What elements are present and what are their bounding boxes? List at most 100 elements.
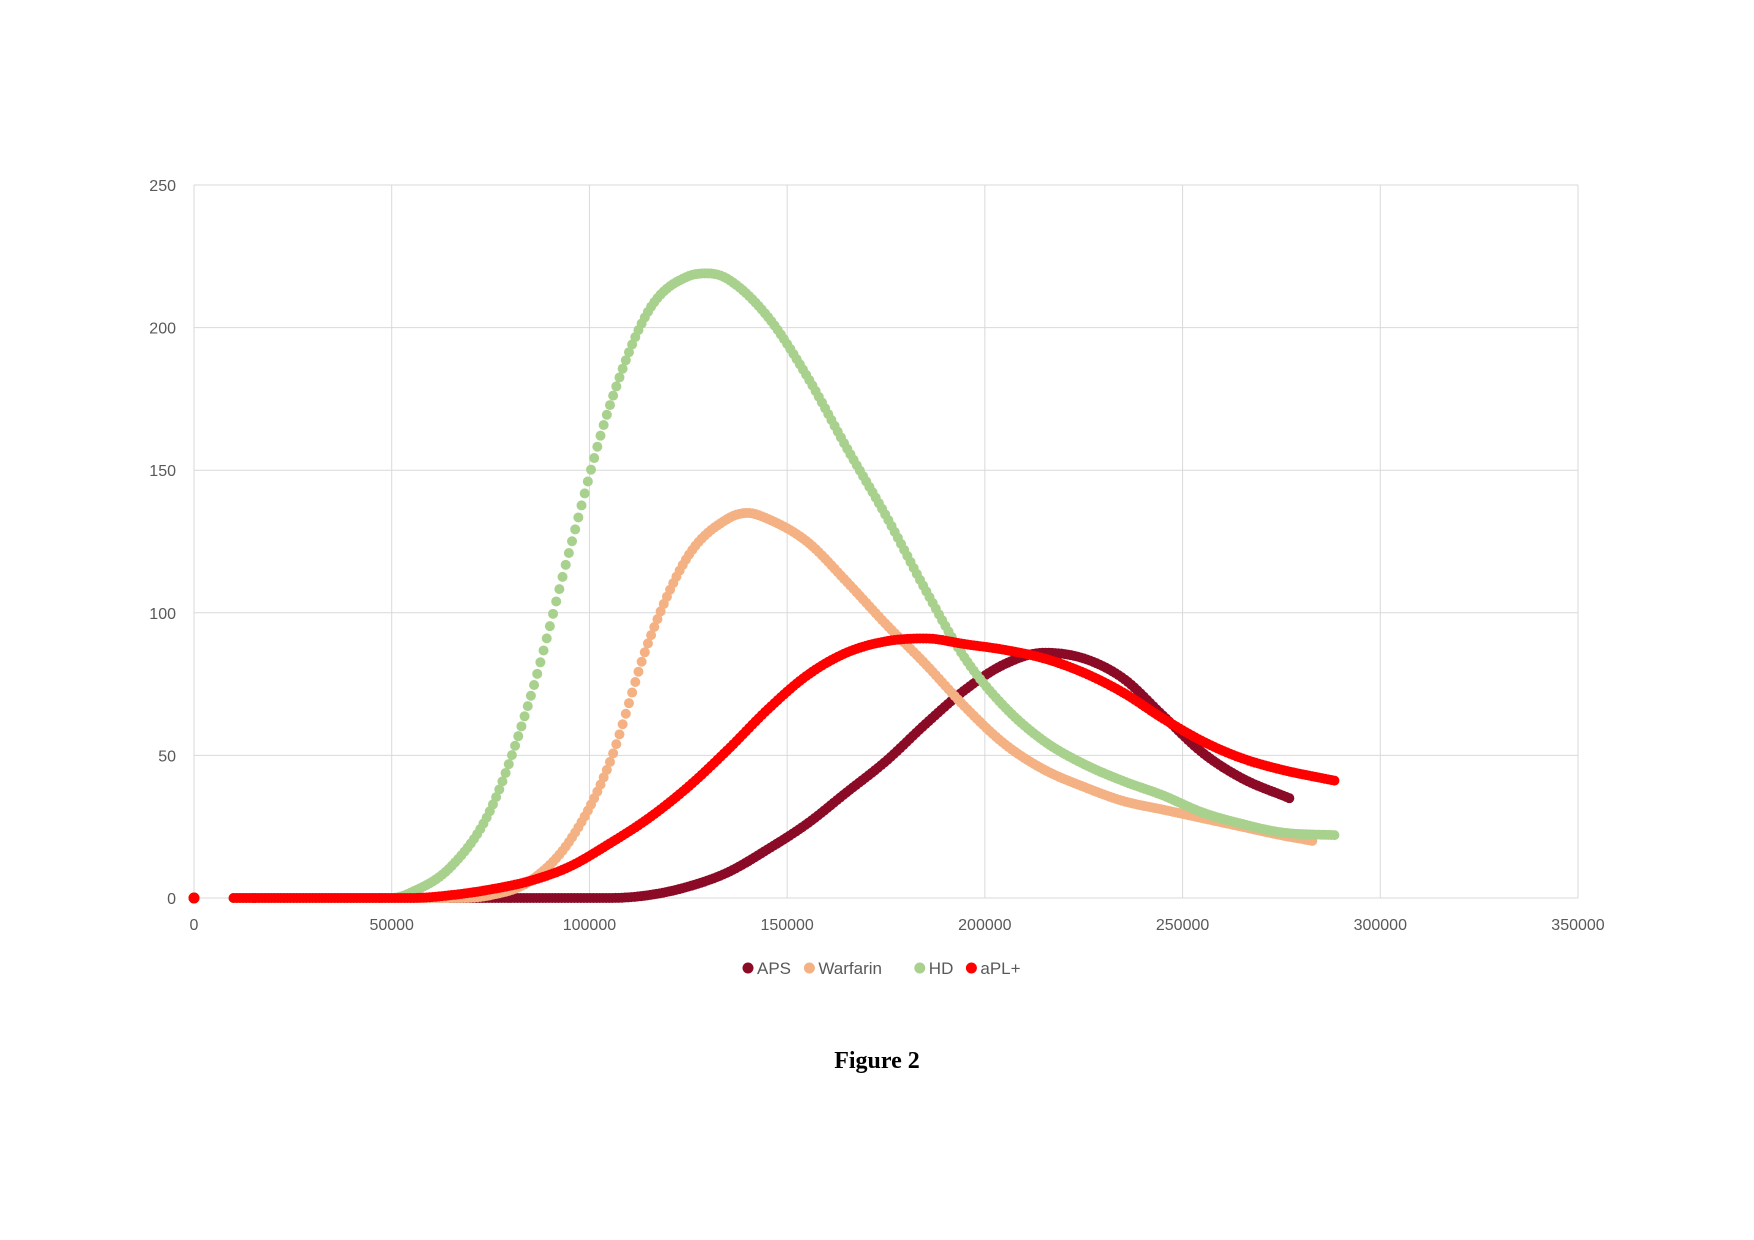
legend-item-HD: HD [914, 959, 953, 978]
data-point [627, 687, 638, 698]
legend: APS Warfarin HD aPL+ [742, 959, 1021, 978]
data-point [620, 355, 631, 366]
x-tick-label: 250000 [1156, 917, 1209, 934]
data-point [633, 666, 644, 677]
data-point [604, 400, 615, 411]
y-tick-label: 50 [158, 748, 176, 765]
data-point [573, 512, 584, 523]
data-point [614, 372, 625, 383]
tick-labels: 0 50000 100000 150000 200000 250000 300000 3500… [149, 178, 1605, 934]
data-point [655, 606, 666, 617]
data-point [598, 772, 609, 783]
data-point [570, 524, 581, 535]
legend-marker [914, 962, 926, 974]
y-tick-label: 150 [149, 463, 176, 480]
legend-marker [965, 962, 977, 974]
data-point [642, 638, 653, 649]
data-point [541, 633, 552, 644]
legend-label: APS [757, 959, 791, 978]
data-point [560, 559, 571, 570]
data-point [1284, 793, 1295, 804]
data-point [532, 668, 543, 679]
data-point [608, 390, 619, 401]
data-point [554, 584, 565, 595]
data-point [188, 892, 200, 904]
data-point [535, 657, 546, 668]
data-point [646, 630, 657, 641]
data-point [630, 677, 641, 688]
data-point [601, 409, 612, 420]
data-point [557, 571, 568, 582]
legend-marker [742, 962, 754, 974]
data-point [576, 500, 587, 511]
x-tick-label: 0 [190, 917, 199, 934]
data-point [623, 347, 634, 358]
x-tick-label: 100000 [563, 917, 616, 934]
x-tick-label: 200000 [958, 917, 1011, 934]
data-point [497, 776, 508, 787]
data-point [544, 621, 555, 632]
data-point [513, 731, 524, 742]
data-point [506, 750, 517, 761]
data-point [614, 729, 625, 740]
data-point [503, 759, 514, 770]
data-point [525, 690, 536, 701]
legend-label: HD [929, 959, 954, 978]
data-point [548, 608, 559, 619]
y-tick-label: 100 [149, 606, 176, 623]
data-point [519, 711, 530, 722]
data-point [494, 784, 505, 795]
data-point [582, 476, 593, 487]
data-point [551, 596, 562, 607]
data-point [623, 698, 634, 709]
x-tick-label: 350000 [1551, 917, 1604, 934]
data-point [522, 701, 533, 712]
data-point [595, 430, 606, 441]
data-point [636, 656, 647, 667]
data-point [617, 719, 628, 730]
data-point [516, 721, 527, 732]
legend-item-APS: APS [742, 959, 791, 978]
x-tick-label: 300000 [1354, 917, 1407, 934]
data-point [601, 764, 612, 775]
data-point [579, 488, 590, 499]
data-point [491, 792, 502, 803]
legend-label: aPL+ [980, 959, 1020, 978]
data-point [589, 453, 600, 464]
legend-item-aPL+: aPL+ [965, 959, 1021, 978]
legend-marker [803, 962, 815, 974]
gridlines [193, 184, 1579, 899]
data-point [620, 708, 631, 719]
data-point [652, 614, 663, 625]
x-tick-label: 150000 [760, 917, 813, 934]
data-point [639, 647, 650, 658]
data-point [1329, 830, 1340, 841]
data-point [617, 363, 628, 374]
data-point [649, 622, 660, 633]
y-tick-label: 250 [149, 178, 176, 195]
series-APS [188, 647, 1295, 904]
legend-label: Warfarin [818, 959, 882, 978]
figure-caption: Figure 2 [834, 1048, 920, 1074]
data-point [510, 740, 521, 751]
data-point [529, 680, 540, 691]
data-point [1329, 775, 1340, 786]
x-tick-label: 50000 [369, 917, 414, 934]
data-point [611, 739, 622, 750]
y-tick-label: 200 [149, 321, 176, 338]
y-tick-label: 0 [167, 891, 176, 908]
data-point [500, 767, 511, 778]
legend-item-Warfarin: Warfarin [803, 959, 882, 978]
data-point [563, 547, 574, 558]
data-point [586, 464, 597, 475]
data-point [611, 381, 622, 392]
data-point [604, 756, 615, 767]
data-point [567, 536, 578, 547]
data-point [608, 748, 619, 759]
data-point [592, 441, 603, 452]
data-point [598, 420, 609, 431]
series-aPL+ [188, 633, 1340, 904]
data-point [538, 645, 549, 656]
plot-series [188, 268, 1340, 904]
